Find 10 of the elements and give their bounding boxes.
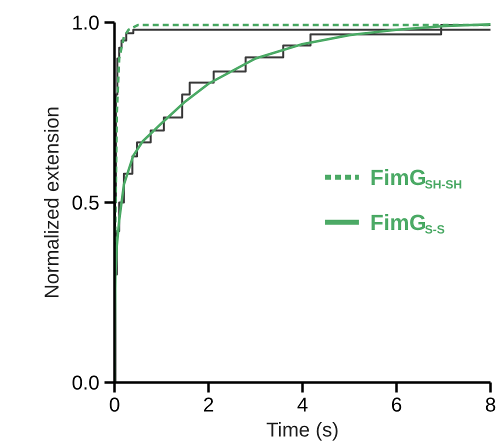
- x-tick-label: 2: [202, 394, 214, 416]
- y-axis-title: Normalized extension: [42, 106, 64, 299]
- x-tick-label: 0: [108, 394, 120, 416]
- x-axis-title: Time (s): [266, 420, 339, 442]
- x-tick-label: 4: [296, 394, 308, 416]
- y-tick-label: 0.5: [72, 192, 100, 214]
- y-tick-label: 0.0: [72, 372, 100, 394]
- x-tick-label: 6: [390, 394, 402, 416]
- x-tick-label: 8: [484, 394, 496, 416]
- y-tick-label: 1.0: [72, 12, 100, 34]
